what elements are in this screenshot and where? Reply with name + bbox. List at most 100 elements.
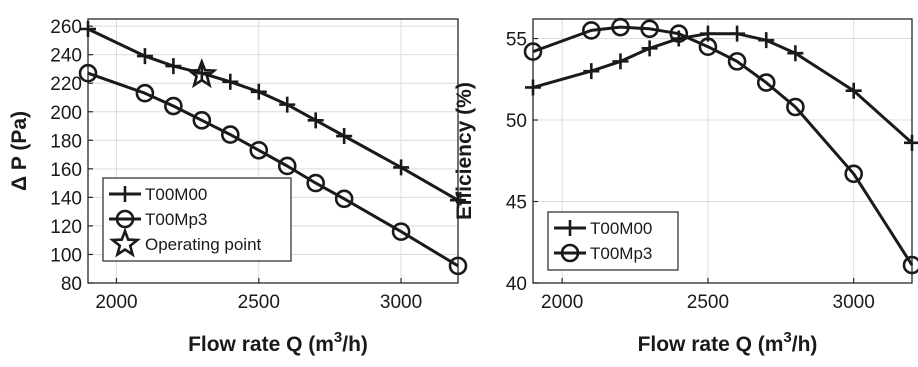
x-axis-label-sup: 3 <box>783 329 791 346</box>
data-point <box>136 48 153 65</box>
y-tick-label: 45 <box>506 193 527 214</box>
x-tick-label: 3000 <box>833 292 875 313</box>
legend-item: T00M00 <box>554 219 652 238</box>
data-point <box>334 189 354 209</box>
data-point <box>165 58 182 75</box>
data-point <box>336 128 353 145</box>
data-point <box>525 79 541 96</box>
data-point <box>222 73 239 90</box>
data-point <box>902 255 918 275</box>
legend-item: T00M00 <box>109 185 207 204</box>
y-tick-label: 50 <box>506 111 527 132</box>
legend-marker <box>562 220 578 236</box>
y-tick-label: 100 <box>50 245 82 266</box>
x-axis-label-tail: /h) <box>792 333 818 356</box>
y-axis-label: Δ P (Pa) <box>8 111 31 191</box>
y-axis-label: Efficiency (%) <box>453 82 476 220</box>
data-point <box>250 83 267 100</box>
data-point <box>135 83 155 103</box>
legend-label: T00Mp3 <box>145 210 207 229</box>
y-tick-label: 240 <box>50 46 82 67</box>
x-axis-label-tail: /h) <box>342 333 368 356</box>
data-point <box>78 63 98 83</box>
series-T00Mp3 <box>523 17 918 275</box>
data-point <box>582 21 601 40</box>
series-line <box>532 25 914 266</box>
legend-marker <box>117 186 133 202</box>
data-point <box>277 156 297 176</box>
axes-box <box>87 18 459 284</box>
legend-label: Operating point <box>145 235 262 254</box>
x-axis-label: Flow rate Q (m3/h) <box>638 329 818 356</box>
data-point <box>787 45 804 62</box>
data-point <box>164 96 183 116</box>
x-axis-label-main: Flow rate Q (m <box>638 333 784 356</box>
legend-item: T00Mp3 <box>109 209 207 229</box>
data-point <box>306 173 325 193</box>
x-axis-label: Flow rate Q (m3/h) <box>188 329 368 356</box>
data-point <box>612 53 629 70</box>
data-point <box>729 25 746 42</box>
data-point <box>279 96 296 113</box>
data-point <box>641 40 658 57</box>
y-tick-label: 160 <box>50 160 82 181</box>
data-point <box>727 52 747 71</box>
data-point <box>450 192 466 209</box>
data-point <box>904 134 918 151</box>
x-tick-label: 2000 <box>541 292 583 313</box>
data-point <box>249 140 269 160</box>
operating-point-marker <box>186 58 218 89</box>
y-tick-label: 55 <box>506 30 527 51</box>
legend: T00M00 T00Mp3 <box>547 211 679 271</box>
axes-box <box>532 18 913 284</box>
data-point <box>669 24 689 43</box>
data-point <box>393 159 410 176</box>
data-point <box>80 20 96 37</box>
series-line <box>87 71 459 268</box>
legend-label: T00M00 <box>145 185 207 204</box>
legend-label: T00M00 <box>590 219 652 238</box>
y-tick-label: 40 <box>506 274 527 295</box>
data-point <box>192 111 212 130</box>
data-point <box>698 37 718 57</box>
y-tick-label: 140 <box>50 188 82 209</box>
data-point <box>448 256 468 276</box>
legend: T00M00 T00Mp3 Operating point <box>102 177 292 262</box>
x-tick-label: 2500 <box>687 292 729 313</box>
x-axis-label-main: Flow rate Q (m <box>188 333 334 356</box>
chart-panel-2: 2000 2500 3000 40 45 50 55 Flow rate Q (m3/h) Ef… <box>453 17 918 356</box>
data-point <box>640 19 659 39</box>
data-point <box>391 222 411 241</box>
y-tick-label: 80 <box>61 274 82 295</box>
data-point <box>307 112 324 129</box>
y-tick-label: 180 <box>50 131 82 152</box>
data-point <box>786 97 805 117</box>
data-point <box>523 42 543 61</box>
x-tick-label: 2500 <box>238 292 280 313</box>
data-point <box>758 32 775 49</box>
legend-item: T00Mp3 <box>554 243 652 263</box>
data-point <box>844 164 863 184</box>
series-T00M00 <box>525 25 918 151</box>
x-tick-label: 3000 <box>380 292 422 313</box>
chart-panel-1: 2000 2500 3000 80 100 120 140 160 180 200 220 240 26… <box>8 17 468 356</box>
data-point <box>845 82 862 99</box>
series-T00Mp3 <box>78 63 468 276</box>
series-T00M00 <box>80 20 466 209</box>
y-tick-label: 260 <box>50 17 82 38</box>
legend-marker <box>109 227 141 258</box>
x-axis-label-sup: 3 <box>334 329 342 346</box>
data-point <box>611 17 630 37</box>
x-tick-label: 2000 <box>95 292 137 313</box>
data-point <box>193 65 210 82</box>
y-tick-label: 120 <box>50 217 82 238</box>
legend-marker <box>115 209 135 229</box>
data-point <box>756 73 776 92</box>
legend-label: T00Mp3 <box>590 244 652 263</box>
data-point <box>583 63 600 80</box>
data-point <box>221 125 240 144</box>
y-tick-label: 200 <box>50 103 82 124</box>
y-tick-label: 220 <box>50 74 82 95</box>
